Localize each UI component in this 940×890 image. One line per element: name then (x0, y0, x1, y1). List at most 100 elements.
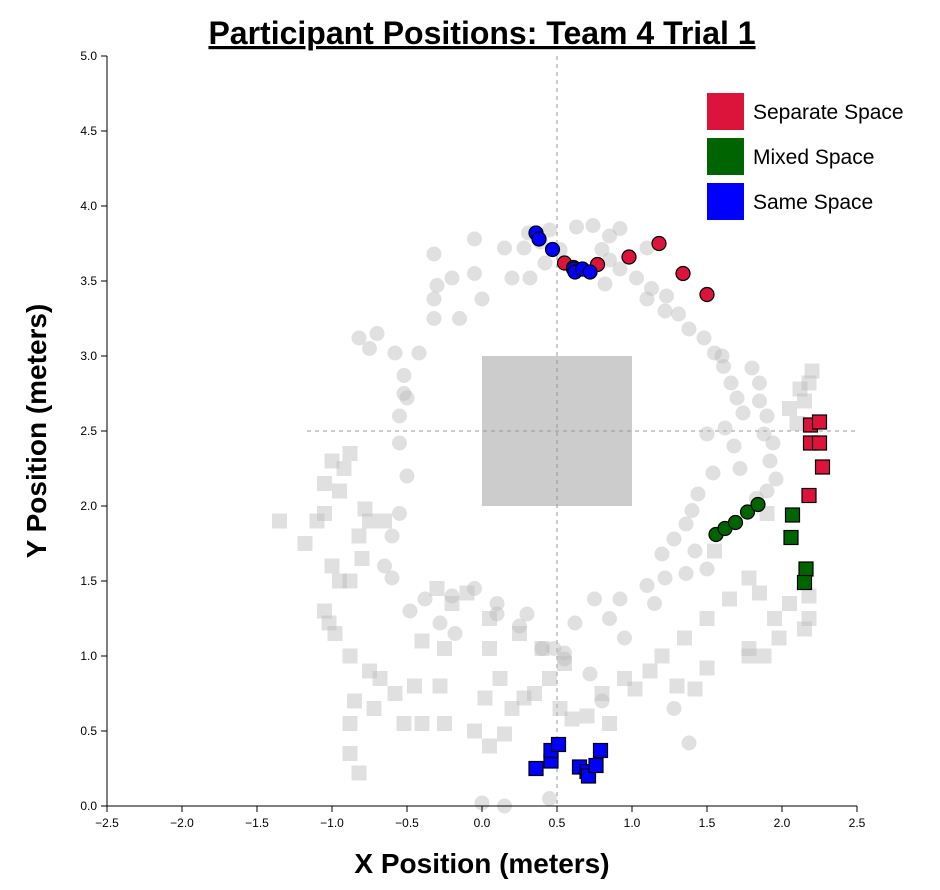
background-square-point (482, 738, 497, 754)
background-circle-point (687, 543, 703, 559)
background-square-point (324, 558, 340, 574)
background-circle-point (639, 240, 655, 256)
background-circle-point (762, 453, 778, 469)
background-circle-point (362, 341, 377, 356)
background-circle-point (399, 468, 415, 484)
background-circle-point (732, 461, 748, 476)
background-circle-point (351, 330, 367, 346)
background-square-point (699, 611, 715, 626)
y-tick-label: 2.5 (80, 424, 97, 438)
background-circle-point (681, 321, 697, 337)
background-circle-point (569, 219, 584, 235)
background-circle-point (522, 270, 538, 286)
legend-label: Mixed Space (753, 146, 874, 169)
background-circle-point (467, 581, 482, 596)
background-circle-point (377, 558, 392, 574)
background-circle-point (765, 435, 781, 451)
background-square-point (602, 716, 617, 731)
x-tick-label: 1.5 (699, 816, 716, 830)
background-circle-point (519, 606, 535, 622)
background-square-point (782, 596, 797, 611)
background-square-point (432, 678, 448, 694)
background-square-point (317, 476, 332, 491)
background-circle-point (723, 375, 739, 391)
background-square-point (482, 641, 497, 656)
background-square-point (272, 513, 287, 529)
background-square-point (741, 641, 757, 656)
background-circle-point (714, 348, 730, 364)
legend-label: Same Space (753, 191, 873, 214)
background-square-point (527, 686, 542, 701)
background-circle-point (474, 291, 490, 307)
background-circle-point (597, 276, 613, 292)
background-circle-point (567, 615, 583, 631)
background-square-point (504, 701, 520, 716)
background-circle-point (447, 626, 463, 641)
background-square-point (372, 671, 388, 686)
background-circle-point (417, 591, 433, 607)
background-circle-point (707, 345, 722, 361)
background-square-point (414, 633, 430, 649)
x-tick-label: 2.5 (849, 816, 866, 830)
background-square-point (564, 711, 580, 727)
background-square-point (351, 765, 367, 781)
background-circle-point (654, 546, 670, 562)
y-tick-label: 5.0 (80, 49, 97, 63)
y-axis-label: Y Position (meters) (21, 304, 52, 559)
same-space-square-point (592, 742, 609, 759)
background-square-point (741, 570, 757, 586)
background-circle-point (542, 222, 557, 238)
background-circle-point (384, 570, 400, 586)
legend-label: Separate Space (753, 101, 904, 124)
background-square-point (332, 573, 347, 589)
background-circle-point (557, 645, 572, 661)
background-square-point (594, 686, 610, 701)
background-circle-point (392, 408, 407, 424)
background-circle-point (644, 281, 659, 296)
y-tick-label: 1.0 (80, 649, 97, 663)
background-square-point (804, 363, 820, 379)
background-square-point (351, 528, 367, 544)
background-square-point (342, 746, 358, 761)
background-trajectory-layer (272, 218, 820, 814)
background-circle-point (744, 360, 760, 376)
background-square-point (317, 603, 332, 619)
background-circle-point (489, 596, 505, 611)
background-circle-point (474, 795, 490, 811)
background-square-point (477, 690, 493, 706)
background-circle-point (537, 255, 553, 271)
legend: Separate Space Mixed Space Same Space (707, 93, 904, 220)
background-square-point (342, 716, 358, 731)
background-circle-point (602, 611, 617, 626)
background-square-point (552, 701, 568, 716)
background-circle-point (594, 242, 610, 257)
x-tick-label: −1.0 (320, 816, 344, 830)
background-circle-point (497, 240, 512, 256)
x-tick-label: −0.5 (395, 816, 419, 830)
same-space-square-point (588, 757, 604, 774)
mixed-space-circle-point (750, 496, 766, 513)
background-square-point (771, 630, 787, 646)
background-square-point (342, 446, 358, 461)
background-circle-point (717, 420, 733, 436)
background-circle-point (534, 641, 550, 656)
background-circle-point (396, 386, 412, 401)
background-square-point (321, 615, 337, 631)
plot-area (272, 56, 857, 814)
background-square-point (347, 693, 362, 709)
background-circle-point (617, 630, 632, 646)
background-square-point (741, 648, 757, 664)
background-square-point (437, 716, 452, 731)
legend-swatch (707, 93, 744, 130)
background-square-point (444, 596, 460, 611)
x-tick-label: 1.0 (624, 816, 641, 830)
y-tick-label: 0.5 (80, 724, 97, 738)
background-circle-point (546, 641, 562, 656)
background-circle-point (489, 606, 505, 622)
chart-title: Participant Positions: Team 4 Trial 1 (208, 15, 755, 51)
background-square-point (362, 513, 377, 529)
background-square-point (782, 401, 797, 416)
background-square-point (429, 581, 445, 596)
background-square-point (699, 660, 715, 676)
